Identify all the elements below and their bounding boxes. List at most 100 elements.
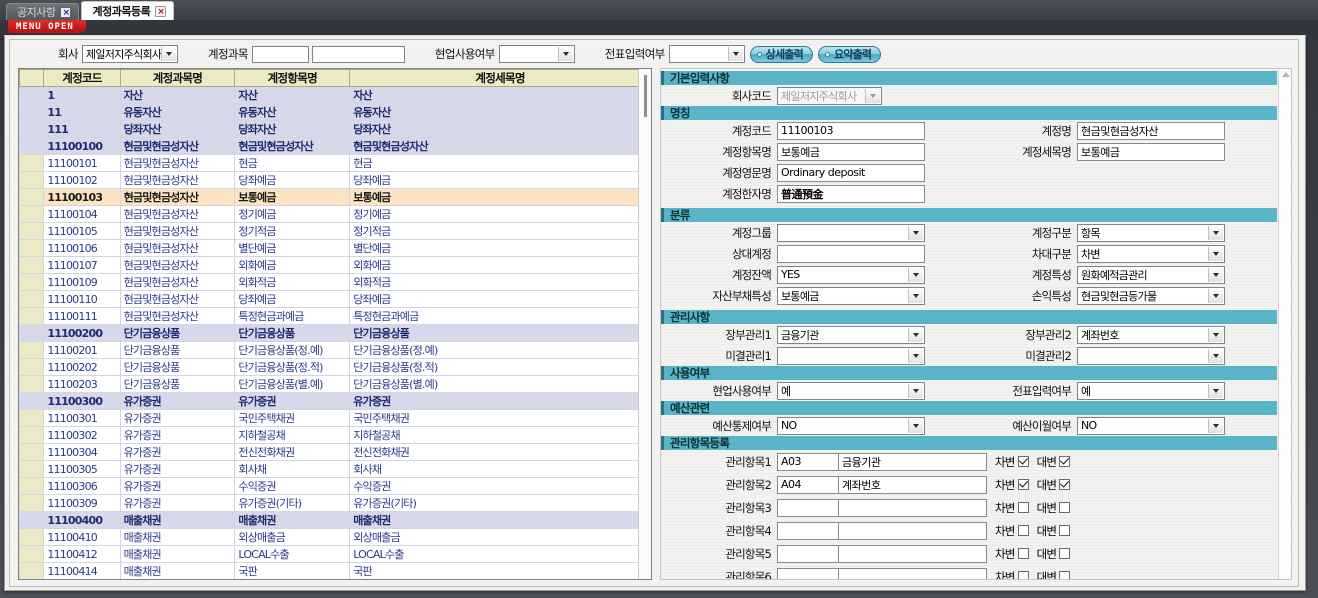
budget-carryover-select[interactable]: NO [1077, 416, 1225, 435]
row-selector-cell[interactable] [19, 205, 45, 223]
cell-account-subject[interactable]: 현금및현금성자산 [119, 256, 236, 274]
unsettled-management-2-select[interactable] [1077, 346, 1225, 365]
debit-checkbox[interactable] [1017, 571, 1029, 579]
cell-account-subject[interactable]: 현금및현금성자산 [119, 239, 236, 257]
cell-account-subject[interactable]: 유가증권 [119, 409, 236, 427]
cell-account-code[interactable]: 11100400 [43, 511, 121, 529]
row-selector-cell[interactable] [19, 358, 45, 376]
grid-scrollbar-thumb[interactable] [644, 75, 647, 117]
row-selector-cell[interactable] [19, 528, 45, 546]
hanja-name-field[interactable]: 普通預金 [777, 184, 925, 203]
row-selector-cell[interactable] [19, 307, 45, 325]
cell-account-detail[interactable]: 전신전화채권 [349, 443, 651, 461]
cell-account-item[interactable]: 보통예금 [234, 188, 351, 206]
cell-account-code[interactable]: 11100105 [43, 222, 121, 240]
chevron-down-icon[interactable] [1208, 267, 1223, 282]
cell-account-item[interactable]: 전신전화채권 [234, 443, 351, 461]
cell-account-code[interactable]: 11100200 [43, 324, 121, 342]
mgmt-item-code-field[interactable]: A04 [777, 475, 839, 494]
cell-account-subject[interactable]: 현금및현금성자산 [119, 205, 236, 223]
chevron-down-icon[interactable] [908, 383, 923, 398]
cell-account-subject[interactable]: 현금및현금성자산 [119, 137, 236, 155]
chevron-down-icon[interactable] [1208, 348, 1223, 363]
cell-account-code[interactable]: 11100103 [43, 188, 121, 206]
table-row[interactable]: 11 유동자산 유동자산 유동자산 [19, 103, 651, 121]
table-row[interactable]: 11100300 유가증권 유가증권 유가증권 [19, 392, 651, 410]
cell-account-code[interactable]: 11100301 [43, 409, 121, 427]
mgmt-item-name-field[interactable]: 계좌번호 [839, 475, 987, 494]
column-header-subject[interactable]: 계정과목명 [119, 69, 236, 87]
table-row[interactable]: 11100100 현금및현금성자산 현금및현금성자산 현금및현금성자산 [19, 137, 651, 155]
cell-account-subject[interactable]: 유가증권 [119, 477, 236, 495]
mgmt-item-code-field[interactable] [777, 567, 839, 579]
table-row[interactable]: 11100301 유가증권 국민주택채권 국민주택채권 [19, 409, 651, 427]
field-use-select[interactable] [498, 45, 575, 63]
chevron-down-icon[interactable] [1208, 246, 1223, 261]
row-selector-cell[interactable] [19, 137, 45, 155]
cell-account-item[interactable]: 당좌예금 [234, 171, 351, 189]
chevron-down-icon[interactable] [1208, 383, 1223, 398]
chevron-down-icon[interactable] [1208, 225, 1223, 240]
cell-account-subject[interactable]: 현금및현금성자산 [119, 188, 236, 206]
cell-account-subject[interactable]: 매출채권 [119, 562, 236, 579]
cell-account-item[interactable]: 단기금융상품 [234, 324, 351, 342]
cell-account-detail[interactable]: 자산 [349, 86, 651, 104]
mgmt-item-name-field[interactable] [839, 567, 987, 579]
cell-account-detail[interactable]: 특정현금과예금 [349, 307, 651, 325]
debit-checkbox[interactable] [1017, 479, 1029, 490]
chevron-down-icon[interactable] [908, 288, 923, 303]
table-row[interactable]: 11100412 매출채권 LOCAL수출 LOCAL수출 [19, 545, 651, 563]
chevron-down-icon[interactable] [1208, 418, 1223, 433]
cell-account-code[interactable]: 11100110 [43, 290, 121, 308]
cell-account-item[interactable]: 단기금융상품(별.예) [234, 375, 351, 393]
credit-checkbox[interactable] [1059, 548, 1071, 559]
column-header-detail[interactable]: 계정세목명 [349, 69, 651, 87]
chevron-down-icon[interactable] [727, 47, 743, 61]
table-row[interactable]: 11100110 현금및현금성자산 당좌예금 당좌예금 [19, 290, 651, 308]
cell-account-item[interactable]: 유동자산 [234, 103, 351, 121]
cell-account-subject[interactable]: 당좌자산 [119, 120, 236, 138]
cell-account-item[interactable]: 외화적금 [234, 273, 351, 291]
cell-account-code[interactable]: 11100300 [43, 392, 121, 410]
row-selector-cell[interactable] [19, 477, 45, 495]
cell-account-detail[interactable]: 당좌자산 [349, 120, 651, 138]
account-division-select[interactable]: 항목 [1077, 223, 1225, 242]
ledger-management-2-select[interactable]: 계좌번호 [1077, 325, 1225, 344]
table-row[interactable]: 11100102 현금및현금성자산 당좌예금 당좌예금 [19, 171, 651, 189]
table-row[interactable]: 11100105 현금및현금성자산 정기적금 정기적금 [19, 222, 651, 240]
row-selector-cell[interactable] [19, 494, 45, 512]
row-selector-cell[interactable] [19, 545, 45, 563]
table-row[interactable]: 11100107 현금및현금성자산 외화예금 외화예금 [19, 256, 651, 274]
tab-notice[interactable]: 공지사항 × [6, 3, 80, 20]
row-selector-cell[interactable] [19, 222, 45, 240]
row-selector-cell[interactable] [19, 511, 45, 529]
chevron-down-icon[interactable] [557, 47, 573, 61]
table-row[interactable]: 11100200 단기금융상품 단기금융상품 단기금융상품 [19, 324, 651, 342]
mgmt-item-name-field[interactable]: 금융기관 [839, 452, 987, 471]
cell-account-detail[interactable]: 유가증권(기타) [349, 494, 651, 512]
chevron-down-icon[interactable] [1208, 288, 1223, 303]
mgmt-item-code-field[interactable] [777, 521, 839, 540]
row-selector-cell[interactable] [19, 103, 45, 121]
cell-account-code[interactable]: 11100104 [43, 205, 121, 223]
row-selector-cell[interactable] [19, 324, 45, 342]
cell-account-subject[interactable]: 현금및현금성자산 [119, 307, 236, 325]
account-group-select[interactable] [777, 223, 925, 242]
cell-account-detail[interactable]: 유가증권 [349, 392, 651, 410]
row-selector-cell[interactable] [19, 290, 45, 308]
cell-account-code[interactable]: 111 [43, 120, 121, 138]
row-selector-cell[interactable] [19, 154, 45, 172]
cell-account-subject[interactable]: 현금및현금성자산 [119, 222, 236, 240]
mgmt-item-code-field[interactable] [777, 544, 839, 563]
credit-checkbox[interactable] [1059, 525, 1071, 536]
account-name-input[interactable] [311, 45, 405, 63]
cell-account-item[interactable]: 외화예금 [234, 256, 351, 274]
cell-account-detail[interactable]: 별단예금 [349, 239, 651, 257]
cell-account-subject[interactable]: 단기금융상품 [119, 324, 236, 342]
account-balance-select[interactable]: YES [777, 265, 925, 284]
mgmt-item-name-field[interactable] [839, 544, 987, 563]
account-code-input[interactable] [251, 45, 309, 63]
cell-account-subject[interactable]: 현금및현금성자산 [119, 273, 236, 291]
cell-account-detail[interactable]: 정기적금 [349, 222, 651, 240]
chevron-down-icon[interactable] [908, 225, 923, 240]
